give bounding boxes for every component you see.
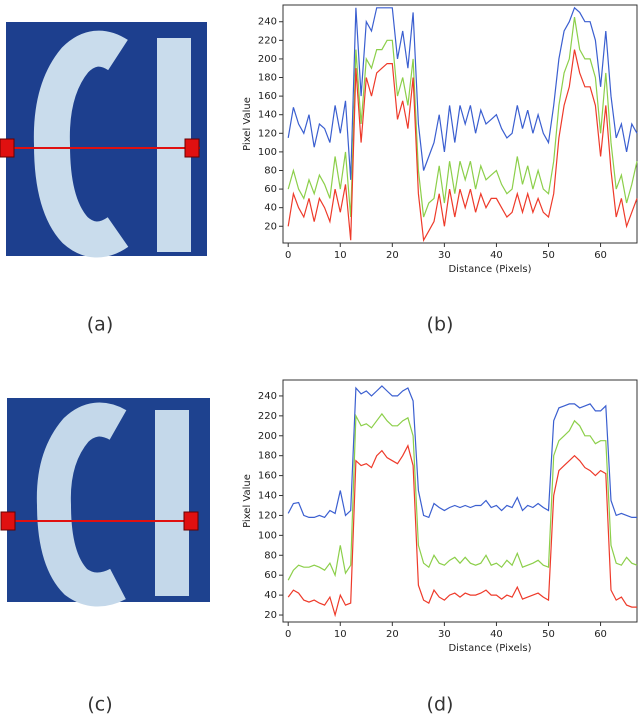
data-line xyxy=(287,412,638,581)
x-axis-label: Distance (Pixels) xyxy=(448,643,531,654)
x-tick-label: 30 xyxy=(438,629,451,640)
image-c xyxy=(0,398,210,607)
x-tick-label: 40 xyxy=(490,629,503,640)
image-a xyxy=(0,22,207,258)
caption: (b) xyxy=(427,314,454,336)
caption: (a) xyxy=(87,314,113,336)
plot-frame xyxy=(282,379,638,623)
x-tick-label: 60 xyxy=(594,629,607,640)
y-tick-label: 20 xyxy=(264,221,277,232)
x-tick-label: 0 xyxy=(285,629,291,640)
x-tick-label: 0 xyxy=(285,250,291,261)
x-tick-label: 50 xyxy=(542,629,555,640)
data-line xyxy=(287,49,638,243)
caption: (d) xyxy=(427,694,454,716)
y-tick-label: 240 xyxy=(258,17,277,28)
data-line xyxy=(287,17,638,218)
y-tick-label: 40 xyxy=(264,590,277,601)
x-tick-label: 60 xyxy=(594,250,607,261)
x-axis-label: Distance (Pixels) xyxy=(448,264,531,275)
y-tick-label: 100 xyxy=(258,530,277,541)
y-tick-label: 200 xyxy=(258,54,277,65)
y-tick-label: 140 xyxy=(258,491,277,502)
y-tick-label: 240 xyxy=(258,391,277,402)
y-axis-label: Pixel Value xyxy=(242,97,253,151)
y-tick-label: 100 xyxy=(258,147,277,158)
x-tick-label: 20 xyxy=(386,250,399,261)
x-tick-label: 40 xyxy=(490,250,503,261)
x-tick-label: 30 xyxy=(438,250,451,261)
y-tick-label: 60 xyxy=(264,570,277,581)
y-tick-label: 160 xyxy=(258,471,277,482)
y-tick-label: 80 xyxy=(264,550,277,561)
caption: (c) xyxy=(87,694,112,716)
y-tick-label: 120 xyxy=(258,510,277,521)
x-tick-label: 50 xyxy=(542,250,555,261)
y-tick-label: 120 xyxy=(258,128,277,139)
y-tick-label: 40 xyxy=(264,203,277,214)
plot-frame xyxy=(282,4,638,244)
x-tick-label: 20 xyxy=(386,629,399,640)
y-tick-label: 220 xyxy=(258,35,277,46)
data-line xyxy=(287,6,638,180)
y-tick-label: 200 xyxy=(258,431,277,442)
data-line xyxy=(287,444,637,618)
data-line xyxy=(287,385,637,519)
x-tick-label: 10 xyxy=(334,250,347,261)
y-tick-label: 80 xyxy=(264,165,277,176)
y-tick-label: 180 xyxy=(258,451,277,462)
y-tick-label: 20 xyxy=(264,610,277,621)
y-tick-label: 220 xyxy=(258,411,277,422)
y-axis-label: Pixel Value xyxy=(242,474,253,528)
y-tick-label: 180 xyxy=(258,73,277,84)
y-tick-label: 140 xyxy=(258,110,277,121)
y-tick-label: 160 xyxy=(258,91,277,102)
y-tick-label: 60 xyxy=(264,184,277,195)
x-tick-label: 10 xyxy=(334,629,347,640)
